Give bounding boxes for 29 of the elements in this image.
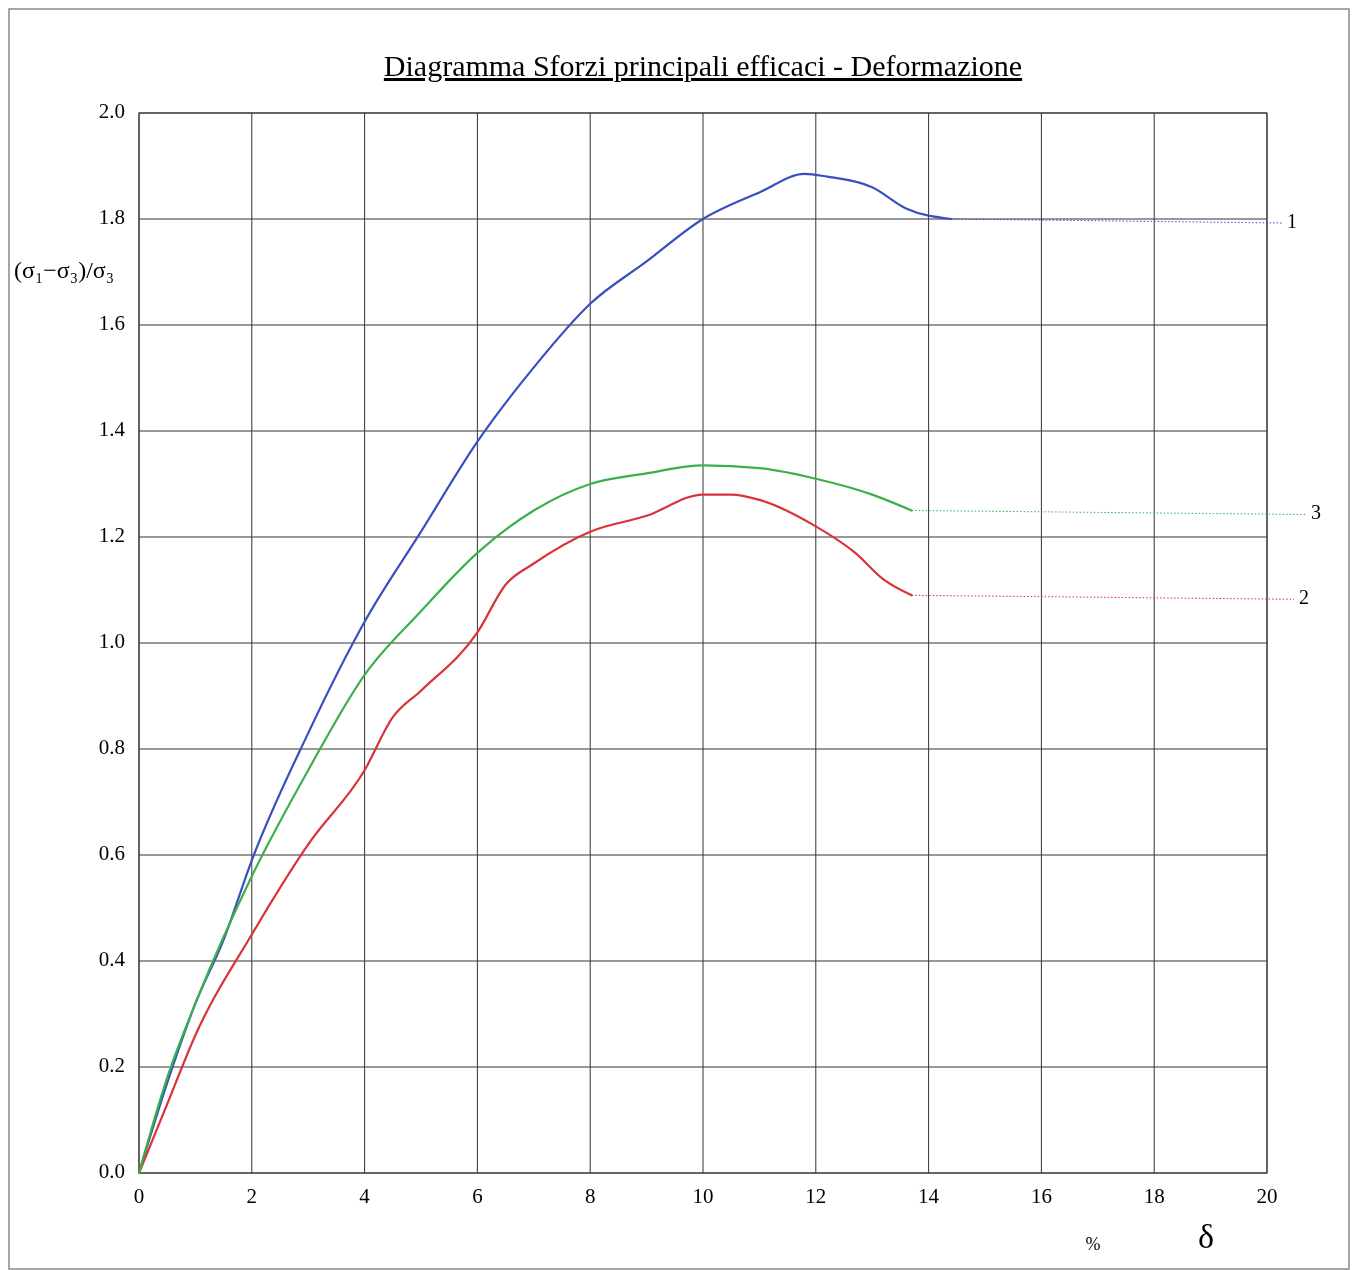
text: 2 (1299, 585, 1309, 608)
text: 3 (1311, 501, 1321, 524)
y-tick-label: 1.2 (98, 522, 125, 547)
y-tick-label: 0.4 (98, 946, 126, 971)
x-axis-title: δ (1197, 1218, 1215, 1255)
y-tick-label: 1.8 (98, 204, 125, 229)
x-tick-label: 12 (805, 1184, 827, 1208)
x-tick-label: 16 (1030, 1184, 1052, 1208)
x-tick-label: 2 (246, 1184, 258, 1208)
y-tick-label: 0.8 (98, 734, 125, 759)
y-tick-label: 0.6 (98, 840, 125, 865)
y-tick-label: 0.0 (98, 1158, 125, 1183)
x-tick-label: 14 (918, 1184, 940, 1208)
x-tick-label: 8 (584, 1184, 596, 1208)
y-tick-label: 1.0 (98, 628, 125, 653)
y-tick-label: 1.4 (98, 416, 126, 441)
y-tick-label: 1.6 (98, 310, 125, 335)
x-tick-label: 6 (472, 1184, 483, 1208)
x-tick-label: 0 (133, 1184, 145, 1208)
text: 1 (1287, 209, 1297, 232)
y-axis-title: (σ₁−σ₃)/σ₃ (14, 257, 115, 283)
y-tick-label: 0.2 (98, 1052, 125, 1077)
x-tick-label: 10 (692, 1184, 714, 1208)
y-tick-label: 2.0 (98, 98, 125, 123)
chart-title: Diagramma Sforzi principali efficaci - Deformazione (383, 49, 1023, 82)
x-tick-label: 20 (1256, 1184, 1278, 1208)
x-tick-label: 18 (1143, 1184, 1165, 1208)
x-tick-label: 4 (359, 1184, 371, 1208)
text: % (1085, 1234, 1101, 1254)
